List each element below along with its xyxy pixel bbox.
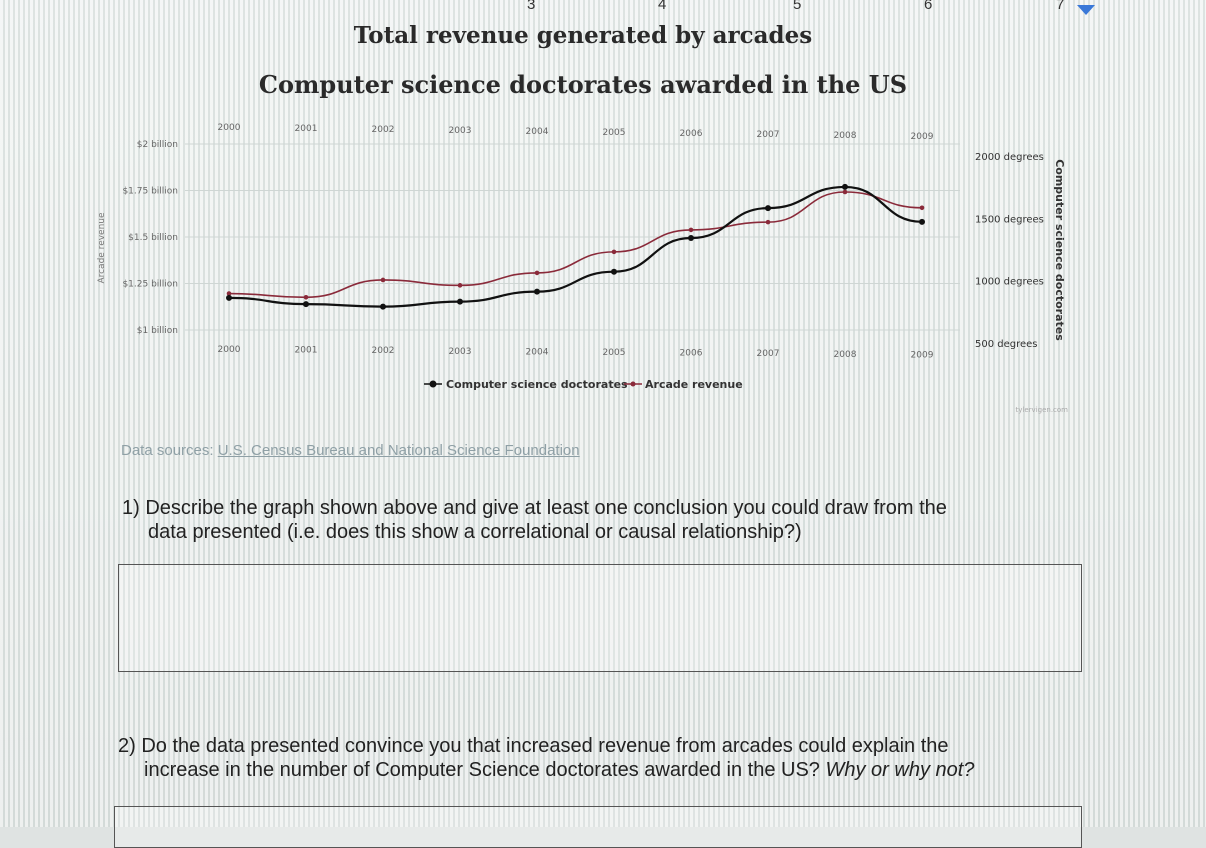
data-sources: Data sources: U.S. Census Bureau and Nat…: [121, 442, 580, 459]
x-bottom-tick-label: 2003: [449, 347, 472, 357]
x-top-tick-label: 2009: [911, 132, 934, 142]
cs-doctorates-line: [228, 185, 923, 308]
legend-marker-arcade: [630, 381, 636, 387]
data-sources-label: Data sources:: [121, 442, 218, 459]
ruler-number: 6: [924, 0, 933, 13]
y-right-tick-label: 500 degrees: [975, 339, 1038, 350]
y-left-tick-label: $1.75 billion: [122, 187, 178, 197]
question-1: 1) Describe the graph shown above and gi…: [122, 496, 1062, 544]
x-bottom-tick-label: 2001: [295, 346, 318, 356]
x-top-tick-label: 2005: [603, 128, 626, 138]
chart-title-bottom: Computer science doctorates awarded in t…: [258, 70, 908, 99]
x-bottom-tick-label: 2000: [218, 345, 241, 355]
cs-doctorates-point: [457, 298, 463, 305]
arcade-revenue-point: [842, 189, 848, 195]
cs-doctorates-point: [688, 235, 694, 242]
y-left-tick-label: $2 billion: [137, 140, 178, 150]
x-top-tick-label: 2000: [218, 123, 241, 133]
cs-doctorates-point: [226, 294, 232, 301]
arcade-revenue-point: [226, 291, 232, 296]
answer-box-1[interactable]: [118, 564, 1082, 672]
ruler: 3 4 5 6 7: [0, 0, 1206, 15]
legend-label-arcade: Arcade revenue: [645, 378, 743, 391]
cs-doctorates-point: [919, 218, 925, 225]
ruler-number: 7: [1056, 0, 1065, 13]
ruler-number: 5: [793, 0, 802, 13]
y-left-tick-label: $1 billion: [137, 326, 178, 336]
x-top-tick-label: 2001: [295, 124, 318, 134]
legend-label-doctorates: Computer science doctorates: [446, 378, 628, 391]
cs-doctorates-point: [534, 288, 540, 295]
arcade-revenue-point: [765, 219, 771, 225]
x-bottom-tick-label: 2004: [526, 347, 549, 357]
y-axis-left: $1 billion $1.25 billion $1.5 billion $1.75…: [122, 140, 178, 336]
y-axis-right: 500 degrees 1000 degrees 1500 degrees 2000 …: [975, 152, 1044, 350]
x-axis-top: 2000 2001 2002 2003 2004 2005 2006 2007 2008 2009: [218, 123, 934, 142]
worksheet-page: [0, 0, 1206, 827]
question-2-emphasis: Why or why not?: [825, 759, 975, 781]
cs-doctorates-point: [765, 205, 771, 212]
x-top-tick-label: 2004: [526, 127, 549, 137]
x-top-tick-label: 2002: [372, 125, 395, 135]
y-left-tick-label: $1.5 billion: [128, 233, 178, 243]
question-2: 2) Do the data presented convince you th…: [118, 734, 1098, 782]
x-top-tick-label: 2003: [449, 126, 472, 136]
x-top-tick-label: 2008: [834, 131, 857, 141]
arcade-revenue-point: [303, 294, 309, 300]
chart-credit: tylervigen.com: [1016, 406, 1069, 414]
y-left-tick-label: $1.25 billion: [122, 280, 178, 290]
cs-doctorates-point: [303, 301, 309, 308]
x-bottom-tick-label: 2007: [757, 349, 780, 359]
question-2-text: increase in the number of Computer Scien…: [144, 759, 826, 781]
cs-doctorates-point: [611, 268, 617, 275]
arcade-revenue-point: [611, 249, 617, 255]
x-axis-bottom: 2000 2001 2002 2003 2004 2005 2006 2007 2008 2009: [218, 345, 934, 360]
legend: Computer science doctorates Arcade reven…: [424, 378, 743, 391]
arcade-revenue-line: [228, 191, 923, 299]
tab-stop-marker-icon[interactable]: [1077, 5, 1095, 15]
arcade-revenue-point: [380, 277, 386, 283]
y-right-tick-label: 1500 degrees: [975, 214, 1044, 225]
x-bottom-tick-label: 2002: [372, 346, 395, 356]
question-2-line-1: 2) Do the data presented convince you th…: [118, 735, 949, 757]
x-bottom-tick-label: 2009: [911, 350, 934, 360]
arcade-revenue-point: [688, 227, 694, 233]
data-sources-link[interactable]: U.S. Census Bureau and National Science …: [217, 442, 580, 459]
question-1-line-1: 1) Describe the graph shown above and gi…: [122, 497, 947, 519]
arcade-revenue-point: [534, 270, 540, 276]
arcade-revenue-point: [457, 283, 463, 288]
ruler-number: 4: [658, 0, 667, 13]
x-bottom-tick-label: 2008: [834, 350, 857, 360]
gridlines: [185, 143, 960, 331]
x-bottom-tick-label: 2005: [603, 348, 626, 358]
cs-doctorates-point: [842, 183, 848, 190]
x-top-tick-label: 2006: [680, 129, 703, 139]
answer-box-2[interactable]: [114, 806, 1082, 848]
legend-marker-doctorates: [429, 380, 437, 388]
y-right-tick-label: 1000 degrees: [975, 277, 1044, 288]
x-bottom-tick-label: 2006: [680, 349, 703, 359]
chart-title-top: Total revenue generated by arcades: [353, 22, 813, 49]
x-top-tick-label: 2007: [757, 130, 780, 140]
series-layer: [226, 183, 925, 310]
question-2-line-2: increase in the number of Computer Scien…: [118, 758, 1098, 782]
y-axis-right-label: Computer science doctorates: [1053, 159, 1066, 341]
y-right-tick-label: 2000 degrees: [975, 152, 1044, 163]
question-1-line-2: data presented (i.e. does this show a co…: [148, 521, 802, 543]
ruler-number: 3: [527, 0, 536, 13]
y-axis-left-label: Arcade revenue: [97, 212, 107, 284]
dual-axis-line-chart: 2000 2001 2002 2003 2004 2005 2006 2007 2008 2009…: [97, 123, 1069, 414]
cs-doctorates-point: [380, 303, 386, 310]
arcade-revenue-point: [919, 205, 925, 211]
